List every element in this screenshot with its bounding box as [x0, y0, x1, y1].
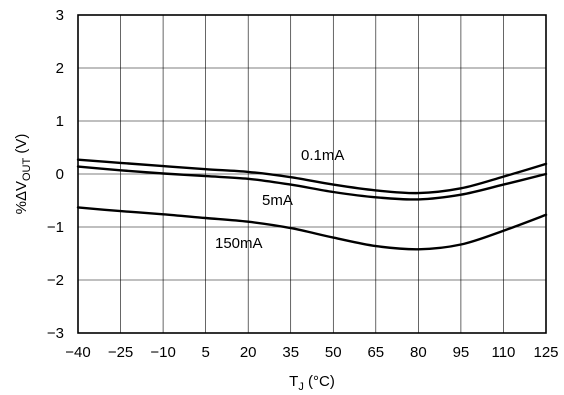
y-tick-label: −1	[47, 219, 64, 236]
series-line-5mA	[76, 165, 548, 201]
y-tick-labels: −3 −2 −1 0 1 2 3	[47, 7, 64, 342]
y-tick-label: −3	[47, 325, 64, 342]
x-tick-label: 80	[410, 344, 427, 361]
x-tick-label: 65	[367, 344, 384, 361]
x-tick-labels: −40 −25 −10 5 20 35 50 65 80 95 110 125	[65, 344, 558, 361]
x-tick-label: −10	[150, 344, 175, 361]
y-tick-label: 1	[56, 113, 64, 130]
x-tick-label: 95	[453, 344, 470, 361]
y-tick-label: 0	[56, 166, 64, 183]
y-tick-label: 3	[56, 7, 64, 24]
x-axis-title-sub: J	[298, 381, 304, 393]
y-axis-title-prefix: %ΔV	[13, 181, 30, 214]
series-label-0.1mA: 0.1mA	[301, 147, 344, 164]
series-line-150mA	[76, 206, 548, 251]
x-tick-label: 50	[325, 344, 342, 361]
series-label-5mA: 5mA	[262, 192, 293, 209]
x-tick-label: 110	[491, 344, 515, 361]
x-tick-label: 5	[201, 344, 209, 361]
x-tick-label: 20	[240, 344, 257, 361]
x-axis-title-unit: (°C)	[304, 373, 335, 390]
y-axis-title-sub: OUT	[21, 158, 33, 182]
x-tick-label: −25	[108, 344, 133, 361]
x-tick-label: 35	[282, 344, 299, 361]
y-axis-title-unit: (V)	[13, 134, 30, 158]
y-tick-label: −2	[47, 272, 64, 289]
x-axis-title-main: T	[289, 373, 298, 390]
plot-frame	[77, 14, 547, 334]
grid	[78, 15, 546, 333]
y-axis-title: %ΔVOUT (V)	[13, 134, 33, 215]
series-line-0.1mA	[76, 158, 548, 195]
x-tick-label: −40	[65, 344, 90, 361]
curves	[76, 158, 548, 251]
series-label-150mA: 150mA	[215, 235, 263, 252]
x-tick-label: 125	[533, 344, 558, 361]
x-axis-title: TJ (°C)	[289, 373, 335, 393]
y-tick-label: 2	[56, 60, 64, 77]
